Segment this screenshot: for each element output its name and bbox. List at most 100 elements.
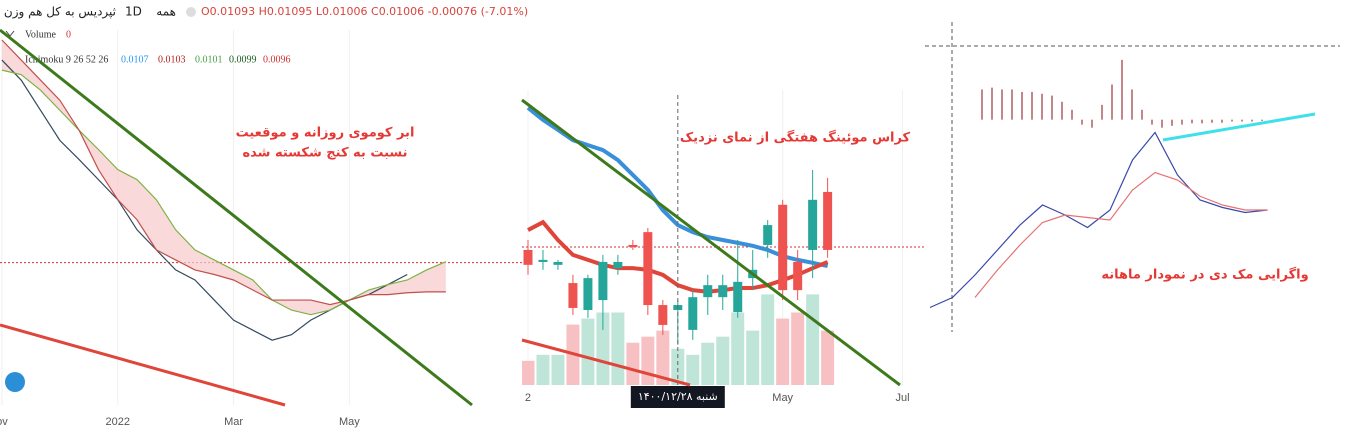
histogram-bar (1031, 91, 1033, 120)
volume-value: 0 (66, 29, 71, 40)
histogram-bar (1111, 84, 1113, 120)
volume-bar (776, 318, 790, 385)
histogram-bar (1171, 119, 1173, 126)
candle-body (703, 285, 713, 298)
volume-bar (746, 330, 760, 385)
histogram-bar (1231, 119, 1233, 122)
ichimoku-value: 0.0101 (195, 54, 223, 65)
ichimoku-value: 0.0103 (158, 54, 186, 65)
crosshair-label: شنبه ۱۴۰۰/۱۲/۲۸ (638, 390, 718, 403)
x-tick-label: May (339, 416, 360, 428)
candle-body (808, 199, 818, 250)
cloud-fill (1, 40, 446, 315)
volume-bar (551, 354, 565, 385)
x-tick-label: Jul (895, 392, 909, 404)
candle-body (718, 285, 728, 298)
volume-bar (716, 336, 730, 385)
volume-bar (522, 360, 535, 385)
histogram-bar (1011, 89, 1013, 120)
histogram-bar (1191, 119, 1193, 124)
candle-body (778, 204, 788, 291)
ichimoku-value: 0.0107 (121, 54, 149, 65)
candle-body (658, 305, 668, 325)
ohlc: O0.01093 H0.01095 L0.01006 C0.01006 -0.0… (201, 5, 528, 18)
interval[interactable]: 1D (125, 5, 142, 19)
histogram-bar (1041, 93, 1043, 120)
histogram-bar (1201, 119, 1203, 124)
volume-bar (641, 336, 655, 385)
ichimoku-value: 0.0096 (263, 54, 291, 65)
histogram-bar (1241, 119, 1243, 122)
histogram-bar (1151, 119, 1153, 125)
candle-body (553, 261, 563, 265)
trendline (0, 28, 473, 407)
histogram-bar (1021, 91, 1023, 120)
histogram-bar (1101, 104, 1103, 120)
histogram-bar (1061, 101, 1063, 120)
trendline (0, 323, 286, 407)
chart-panel (0, 30, 522, 405)
histogram-bar (1181, 119, 1183, 125)
x-tick-label: ov (0, 416, 8, 428)
histogram-bar (1091, 119, 1093, 128)
symbol: ثپردیس به کل هم وزن (4, 5, 116, 20)
histogram-bar (1131, 89, 1133, 120)
x-tick-label: 2 (525, 392, 531, 404)
series-line (974, 171, 1268, 298)
histogram-bar (1161, 119, 1163, 128)
volume-bar (731, 312, 745, 385)
histogram-bar (1051, 95, 1053, 120)
annotation: نسبت به کنج شکسته شده (242, 146, 407, 161)
volume-bar (581, 318, 595, 385)
volume-bar (536, 354, 550, 385)
x-tick-label: May (772, 392, 793, 404)
annotation: ابر کوموی روزانه و موقعیت (236, 126, 415, 141)
candle-body (643, 232, 653, 306)
histogram-bar (1001, 89, 1003, 120)
histogram-bar (1071, 109, 1073, 120)
chart-panel (981, 59, 1263, 128)
candle-body (823, 191, 833, 250)
chart-panel (929, 131, 1268, 309)
volume-label: Volume (25, 29, 56, 40)
status-icon (186, 7, 196, 17)
volume-bar (821, 330, 835, 385)
histogram-bar (1221, 119, 1223, 123)
candle-body (628, 244, 638, 248)
x-tick-label: Mar (224, 416, 243, 428)
candle-body (538, 259, 548, 262)
volume-bar (701, 342, 715, 385)
candle-body (733, 281, 743, 313)
candle-body (793, 261, 803, 291)
candle-body (613, 261, 623, 269)
histogram-bar (1141, 109, 1143, 120)
candle-body (688, 297, 698, 330)
series-line (1, 69, 447, 316)
volume-bar (596, 312, 610, 385)
logo (5, 372, 25, 392)
crosshair-label-box (630, 386, 725, 408)
candle-body (763, 225, 773, 245)
volume-bar (791, 312, 805, 385)
candle-body (568, 283, 578, 308)
candle-body (598, 261, 608, 301)
histogram-bar (1261, 119, 1263, 121)
trendline (1162, 112, 1316, 142)
collapse-icon[interactable] (5, 30, 15, 37)
volume-bar (686, 354, 700, 385)
histogram-bar (1251, 119, 1253, 122)
histogram-bar (981, 89, 983, 120)
volume-bar (761, 294, 775, 385)
trendline (521, 338, 691, 387)
volume-bar (656, 330, 670, 385)
volume-bar (626, 342, 640, 385)
histogram-bar (1121, 59, 1123, 120)
histogram-bar (1211, 119, 1213, 123)
volume-bar (671, 348, 685, 385)
ichimoku-value: 0.0099 (229, 54, 257, 65)
annotation: کراس موئینگ هفتگی از نمای نزدیک (680, 130, 911, 146)
drawings (0, 22, 1340, 407)
histogram-bar (991, 87, 993, 120)
volume-bar (806, 294, 820, 385)
